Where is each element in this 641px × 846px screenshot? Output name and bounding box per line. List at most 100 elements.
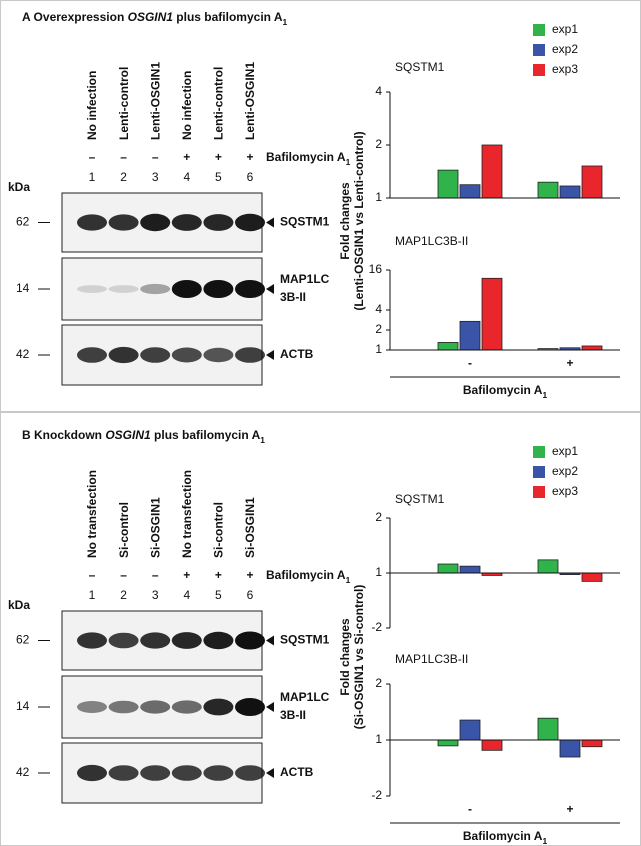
treatment-sign: –: [120, 568, 127, 582]
band: [171, 347, 202, 363]
band: [203, 698, 234, 716]
lane-label: Si-control: [117, 502, 131, 558]
y-tick-label: 2: [375, 137, 382, 151]
y-tick-label: 1: [375, 190, 382, 204]
band: [108, 700, 139, 714]
band-label: MAP1LC: [280, 690, 330, 704]
band: [235, 631, 265, 650]
lane-label: No infection: [180, 71, 194, 140]
treatment-label: Bafilomycin A1: [266, 150, 351, 167]
panel-title-part: 1: [283, 17, 288, 27]
band: [171, 214, 202, 231]
lane-number: 1: [89, 588, 96, 602]
lane-label: Lenti-OSGIN1: [148, 62, 162, 140]
legend-label: exp3: [552, 62, 578, 76]
bar: [459, 184, 481, 199]
band: [140, 700, 171, 714]
treatment-sign: +: [183, 150, 190, 164]
band: [77, 632, 107, 649]
band: [203, 765, 234, 781]
panel-title-part: B Knockdown: [22, 428, 105, 442]
y-tick-label: 1: [375, 342, 382, 356]
band: [235, 698, 265, 716]
x-tick-label: +: [566, 802, 573, 816]
y-tick-label: -2: [371, 620, 382, 634]
kda-label: 42: [16, 347, 30, 361]
treatment-sign: –: [152, 150, 159, 164]
lane-number: 2: [120, 588, 127, 602]
band-label: SQSTM1: [280, 215, 330, 229]
band: [140, 347, 171, 363]
bar: [459, 719, 481, 741]
lane-label: No infection: [85, 71, 99, 140]
band: [140, 283, 171, 295]
legend-swatch: [533, 446, 545, 458]
bar: [437, 342, 459, 351]
legend-swatch: [533, 486, 545, 498]
kda-label: 62: [16, 215, 30, 229]
band: [77, 347, 107, 363]
treatment-sign: +: [246, 568, 253, 582]
lane-label: No transfection: [180, 470, 194, 558]
kda-header: kDa: [8, 180, 30, 194]
bar: [537, 559, 559, 574]
y-tick-label: 1: [375, 565, 382, 579]
legend-label: exp1: [552, 22, 578, 36]
chart-title: SQSTM1: [395, 492, 445, 506]
lane-number: 3: [152, 170, 159, 184]
y-tick-label: 2: [375, 322, 382, 336]
treatment-sign: –: [89, 150, 96, 164]
band: [171, 765, 202, 781]
treatment-sign: –: [152, 568, 159, 582]
band: [171, 632, 202, 649]
kda-label: 14: [16, 281, 30, 295]
lane-label: Si-control: [212, 502, 226, 558]
lane-number: 5: [215, 588, 222, 602]
panel-title: B Knockdown OSGIN1 plus bafilomycin A1: [22, 428, 265, 445]
bar: [559, 739, 581, 758]
lane-number: 6: [247, 588, 254, 602]
treatment-sign: –: [89, 568, 96, 582]
band: [203, 347, 234, 363]
y-tick-label: 2: [375, 676, 382, 690]
arrowhead: [266, 217, 274, 228]
treatment-sign: –: [120, 150, 127, 164]
panel-title-part: plus bafilomycin A: [173, 10, 283, 24]
band: [77, 214, 107, 231]
lane-label: Lenti-control: [212, 67, 226, 140]
band: [108, 285, 139, 293]
bar: [459, 320, 481, 351]
y-axis-label: Fold changes: [338, 618, 352, 696]
x-axis-label-part: 1: [542, 390, 547, 400]
arrowhead: [266, 768, 274, 778]
bar: [459, 565, 481, 574]
legend-swatch: [533, 24, 545, 36]
treatment-sign: +: [246, 150, 253, 164]
lane-label: Lenti-control: [117, 67, 131, 140]
bar: [437, 169, 459, 199]
legend-label: exp1: [552, 444, 578, 458]
bar: [581, 345, 603, 351]
y-tick-label: 4: [375, 84, 382, 98]
kda-label: 14: [16, 699, 30, 713]
kda-header: kDa: [8, 598, 30, 612]
lane-number: 3: [152, 588, 159, 602]
y-axis-label: (Si-OSGIN1 vs Si-control): [352, 585, 366, 730]
treatment-label-part: Bafilomycin A: [266, 568, 346, 582]
legend-label: exp2: [552, 42, 578, 56]
x-axis-label-part: 1: [542, 836, 547, 846]
band: [203, 631, 234, 650]
y-tick-label: 2: [375, 510, 382, 524]
x-axis-label: Bafilomycin A1: [463, 829, 548, 846]
x-tick-label: -: [468, 356, 472, 370]
lane-label: Si-OSGIN1: [148, 497, 162, 558]
legend-label: exp3: [552, 484, 578, 498]
treatment-sign: +: [183, 568, 190, 582]
band: [77, 285, 107, 293]
band: [171, 280, 202, 298]
lane-number: 1: [89, 170, 96, 184]
bar: [437, 739, 459, 747]
band: [108, 214, 139, 231]
y-tick-label: 16: [369, 262, 383, 276]
